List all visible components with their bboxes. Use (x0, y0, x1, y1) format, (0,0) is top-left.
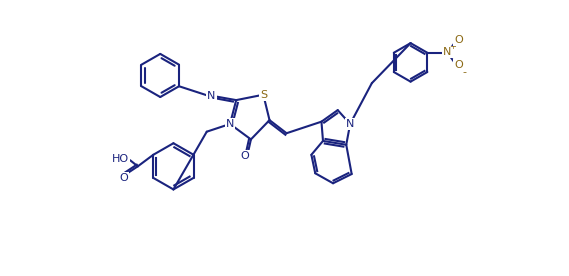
Text: O: O (454, 35, 463, 45)
Text: O: O (240, 151, 249, 161)
Text: N: N (226, 119, 234, 129)
Text: N: N (443, 47, 452, 57)
Text: S: S (260, 90, 267, 100)
Text: HO: HO (112, 154, 129, 164)
Text: O: O (454, 60, 463, 70)
Text: -: - (463, 67, 467, 77)
Text: N: N (207, 91, 216, 101)
Text: O: O (119, 173, 128, 183)
Text: +: + (449, 42, 456, 51)
Text: N: N (346, 119, 354, 129)
